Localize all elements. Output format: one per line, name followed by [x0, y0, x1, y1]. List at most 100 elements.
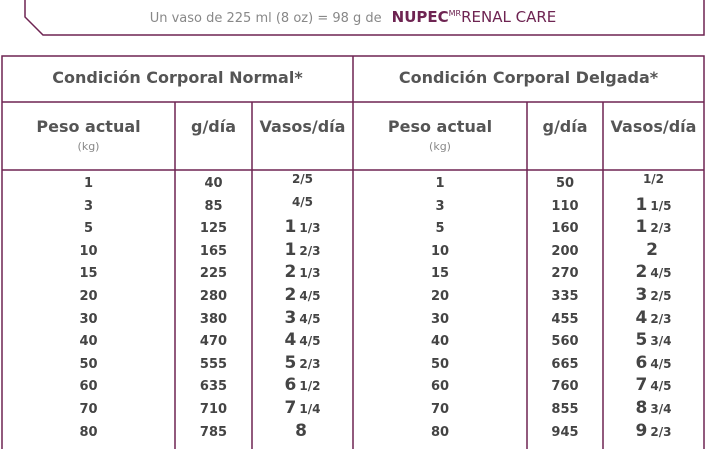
vasos-cell: 4/5: [292, 195, 313, 210]
peso-cell: 10: [79, 243, 98, 259]
peso-cell: 3: [435, 198, 445, 214]
vasos-cell: 2 1/3: [285, 262, 321, 282]
fraction: 2/3: [299, 243, 321, 258]
vasos-cell: 1 1/3: [285, 217, 321, 237]
brand: NUPECMRRENAL CARE: [392, 8, 557, 26]
product: RENAL CARE: [461, 8, 557, 26]
peso-cell: 5: [83, 221, 94, 237]
peso-cell: 40: [79, 334, 98, 350]
peso-cell: 20: [430, 289, 450, 304]
fraction: 1/2: [299, 379, 321, 394]
vasos-cell: 8: [295, 421, 310, 441]
column-header: g/día: [190, 117, 237, 136]
peso-cell: 30: [430, 311, 450, 327]
peso-cell: 60: [79, 379, 98, 395]
vasos-cell: 9 2/3: [636, 421, 672, 441]
vasos-cell: 6 1/2: [285, 375, 321, 395]
peso-cell: 20: [79, 289, 98, 304]
vasos-cell: 7 1/4: [285, 398, 321, 418]
grams-cell: 280: [199, 289, 228, 304]
vasos-cell: 7 4/5: [636, 375, 672, 395]
grams-cell: 710: [199, 402, 228, 417]
whole: 7: [635, 375, 648, 396]
whole: 1: [635, 217, 648, 238]
whole: 1: [635, 194, 648, 215]
fraction: 3/4: [650, 334, 672, 349]
grams-cell: 125: [199, 221, 228, 237]
whole: 9: [635, 420, 648, 441]
fraction: 1/3: [299, 266, 321, 281]
peso-cell: 5: [435, 221, 445, 237]
whole: 8: [295, 420, 307, 441]
vasos-cell: 2 4/5: [285, 285, 321, 305]
fraction: 1/5: [650, 198, 672, 213]
fraction: 4/5: [299, 334, 321, 349]
whole: 4: [284, 330, 297, 351]
grams-cell: 200: [551, 243, 579, 259]
vasos-cell: 2: [646, 240, 661, 260]
whole: 1: [284, 239, 297, 260]
grams-cell: 110: [551, 198, 579, 214]
grams-cell: 470: [199, 334, 228, 350]
whole: 3: [284, 307, 297, 328]
column-unit: (kg): [77, 140, 100, 153]
fraction: 4/5: [299, 289, 321, 303]
fraction: 4/5: [299, 311, 321, 326]
fraction: 4/5: [650, 356, 672, 371]
column-header: g/día: [542, 117, 588, 136]
fraction: 2/3: [650, 424, 672, 439]
fraction: 4/5: [650, 266, 672, 281]
vasos-cell: 1 2/3: [285, 240, 321, 260]
banner: Un vaso de 225 ml (8 oz) = 98 g de NUPECM…: [0, 8, 706, 26]
vasos-cell: 6 4/5: [636, 353, 672, 373]
whole: 2: [646, 239, 658, 260]
banner-text: Un vaso de 225 ml (8 oz) = 98 g de: [149, 11, 382, 26]
whole: 8: [635, 398, 648, 418]
vasos-cell: 1/2: [643, 172, 664, 187]
vasos-cell: 4 4/5: [285, 330, 321, 350]
grams-cell: 555: [199, 356, 228, 372]
fraction: 2/3: [299, 356, 321, 371]
grams-cell: 380: [199, 311, 228, 327]
grams-cell: 165: [199, 243, 228, 259]
brand-name: NUPEC: [391, 8, 449, 26]
grams-cell: 335: [551, 289, 579, 304]
vasos-cell: 1 1/5: [636, 195, 672, 215]
grams-cell: 785: [199, 424, 228, 440]
peso-cell: 1: [83, 176, 94, 191]
peso-cell: 1: [435, 176, 445, 191]
grams-cell: 160: [551, 221, 579, 237]
fraction: 1/3: [299, 221, 321, 236]
grams-cell: 635: [199, 379, 228, 395]
grams-cell: 225: [199, 266, 228, 282]
fraction: 4/5: [650, 379, 672, 394]
grams-cell: 270: [551, 266, 579, 282]
fraction: 3/4: [650, 402, 672, 416]
whole: 7: [284, 398, 297, 418]
peso-cell: 30: [79, 311, 98, 327]
peso-cell: 3: [83, 198, 94, 214]
vasos-cell: 1 2/3: [636, 217, 672, 237]
fraction: 2/3: [650, 311, 672, 326]
peso-cell: 80: [430, 424, 450, 440]
fraction: 2/3: [650, 221, 672, 236]
whole: 2: [284, 262, 297, 283]
fraction: 1/2: [642, 172, 665, 186]
whole: 6: [284, 375, 297, 396]
peso-cell: 60: [430, 379, 450, 395]
group-title: Condición Corporal Normal*: [52, 68, 303, 87]
fraction: 1/4: [299, 402, 321, 416]
fraction: 4/5: [291, 194, 314, 209]
whole: 1: [284, 217, 297, 238]
vasos-cell: 4 2/3: [636, 308, 672, 328]
vasos-cell: 5 2/3: [285, 353, 321, 373]
whole: 5: [284, 352, 297, 373]
column-header: Peso actual: [387, 117, 493, 136]
whole: 4: [635, 307, 648, 328]
grams-cell: 85: [204, 198, 223, 214]
grams-cell: 455: [551, 311, 579, 327]
column-header: Peso actual: [36, 117, 141, 136]
brand-mark: MR: [448, 9, 462, 18]
grams-cell: 50: [555, 176, 575, 191]
